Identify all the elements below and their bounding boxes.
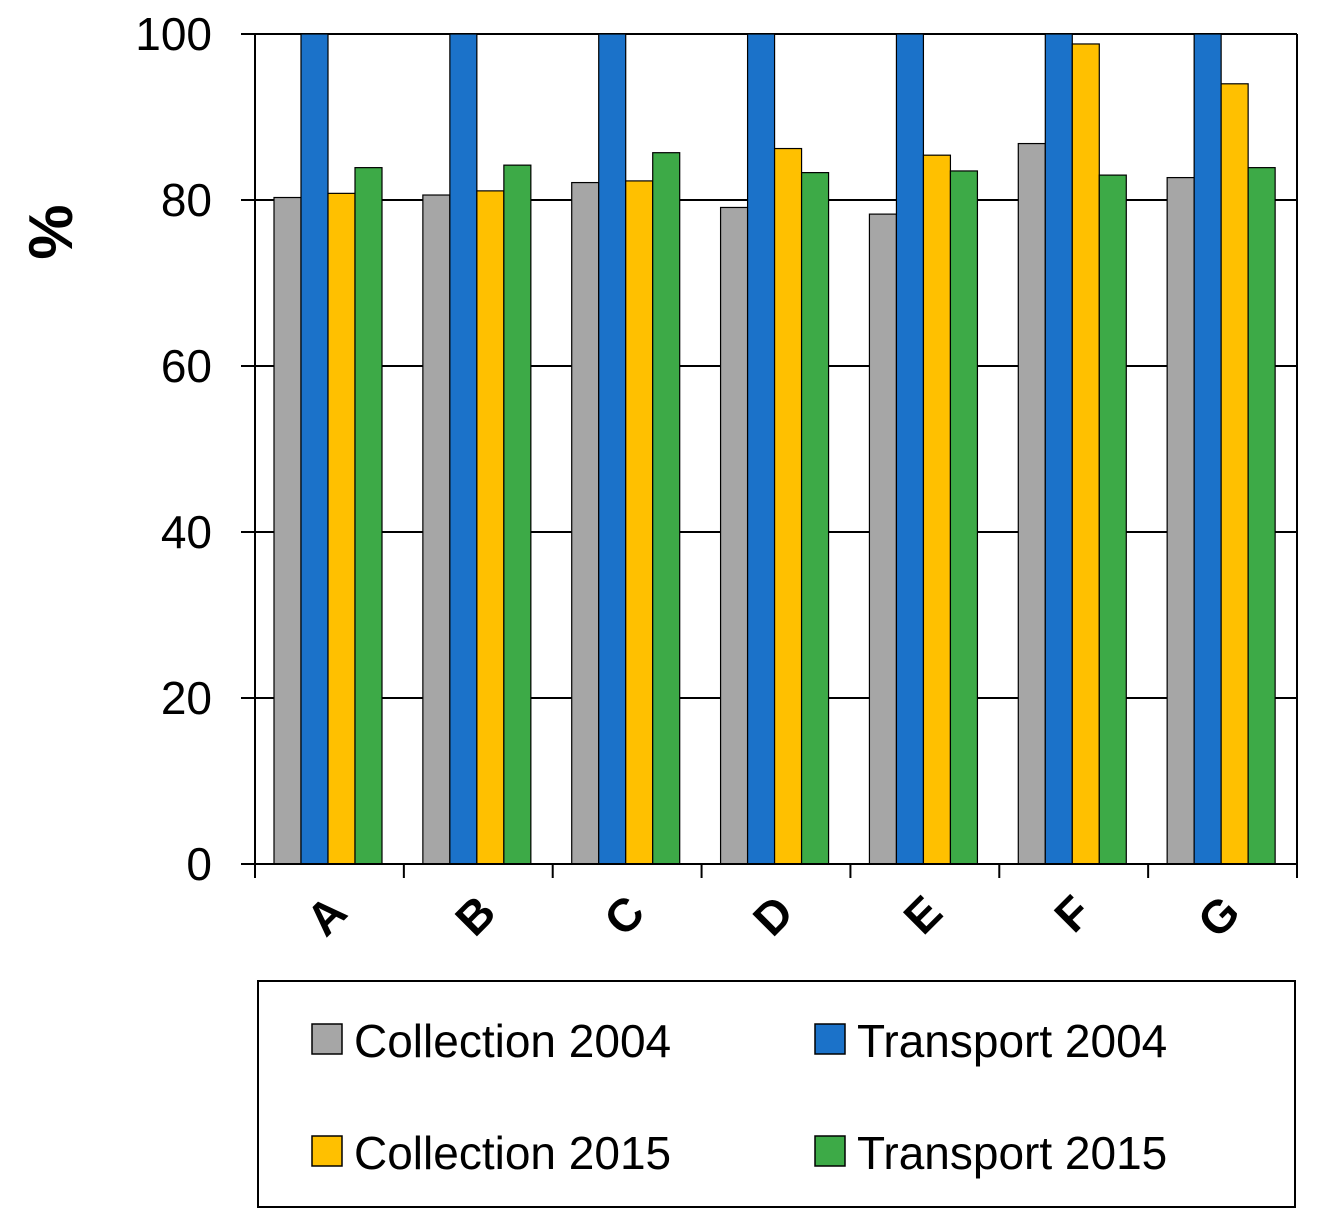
bar-B-collection-2015 [476,190,505,865]
bar-E-collection-2015 [922,154,952,865]
bar-A-collection-2004 [273,196,302,865]
bar-C-transport-2015 [652,152,681,865]
bar-E-collection-2004 [868,213,898,865]
bar-F-transport-2004 [1044,33,1073,865]
bar-B-collection-2004 [422,194,451,865]
x-axis-ticks: A B C D E F G [254,864,1298,947]
bar-B-transport-2015 [503,164,532,865]
legend: Collection 2004 Transport 2004 Collectio… [257,980,1296,1208]
bar-D-collection-2015 [773,147,803,865]
bar-G-transport-2004 [1193,33,1222,865]
x-tick-label-F: F [1044,885,1101,942]
legend-swatch-transport-2015 [814,1135,846,1167]
y-tick-label-20: 20 [161,672,212,724]
y-tick-label-40: 40 [161,506,212,558]
x-tick-label-A: A [296,885,356,945]
bar-F-collection-2004 [1017,142,1046,865]
legend-label-transport-2015: Transport 2015 [857,1127,1167,1179]
bar-F-transport-2015 [1098,174,1127,865]
bars [273,33,1276,865]
bar-D-collection-2004 [719,206,749,865]
x-tick-label-D: D [743,885,803,945]
bar-C-transport-2004 [598,33,627,865]
y-tick-label-60: 60 [161,340,212,392]
legend-label-transport-2004: Transport 2004 [857,1015,1167,1067]
bar-G-transport-2015 [1247,167,1276,865]
bar-A-collection-2015 [327,192,356,865]
legend-swatch-collection-2015 [311,1135,343,1167]
y-tick-label-0: 0 [186,838,212,890]
x-tick-label-G: G [1188,885,1250,947]
x-tick-label-C: C [594,885,654,945]
bar-E-transport-2004 [895,33,925,865]
bar-G-collection-2015 [1220,83,1249,865]
bar-E-transport-2015 [949,170,979,865]
legend-label-collection-2015: Collection 2015 [354,1127,671,1179]
bar-D-transport-2004 [746,33,776,865]
y-axis-ticks: 0 20 40 60 80 100 [135,8,255,890]
bar-D-transport-2015 [800,172,830,865]
x-tick-label-E: E [893,885,951,943]
bar-B-transport-2004 [449,33,478,865]
y-axis-label: % [17,204,86,259]
bar-A-transport-2015 [354,167,383,865]
x-tick-label-B: B [445,885,505,945]
legend-box [257,980,1296,1208]
axes [254,34,1298,865]
legend-label-collection-2004: Collection 2004 [354,1015,671,1067]
legend-swatch-transport-2004 [814,1023,846,1055]
bar-C-collection-2015 [625,180,654,865]
bar-F-collection-2015 [1071,43,1100,865]
legend-swatch-collection-2004 [311,1023,343,1055]
bar-G-collection-2004 [1166,176,1195,865]
bar-A-transport-2004 [300,33,329,865]
bar-C-collection-2004 [571,181,600,865]
y-tick-label-80: 80 [161,174,212,226]
y-tick-label-100: 100 [135,8,212,60]
